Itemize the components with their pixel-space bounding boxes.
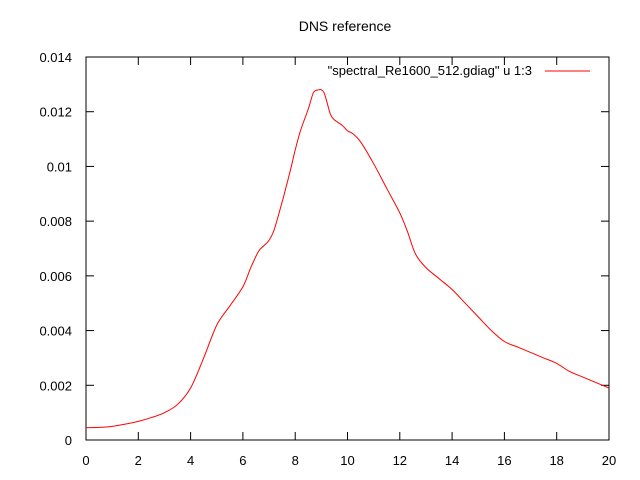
series-line bbox=[85, 88, 610, 429]
x-tick-label: 12 bbox=[393, 453, 407, 468]
plot-frame bbox=[85, 56, 610, 441]
legend: "spectral_Re1600_512.gdiag" u 1:3 bbox=[328, 63, 590, 78]
x-tick-label: 20 bbox=[602, 453, 616, 468]
x-tick-label: 6 bbox=[239, 453, 246, 468]
x-tick-label: 2 bbox=[135, 453, 142, 468]
y-tick-label: 0.014 bbox=[39, 50, 72, 65]
y-tick-label: 0.006 bbox=[39, 269, 72, 284]
y-tick-label: 0.004 bbox=[39, 324, 72, 339]
y-tick-label: 0.008 bbox=[39, 214, 72, 229]
x-tick-label: 16 bbox=[497, 453, 511, 468]
x-tick-label: 8 bbox=[292, 453, 299, 468]
x-tick-label: 10 bbox=[340, 453, 354, 468]
y-tick-label: 0.012 bbox=[39, 105, 72, 120]
chart-title: DNS reference bbox=[299, 18, 392, 34]
x-tick-label: 4 bbox=[187, 453, 194, 468]
y-tick-label: 0 bbox=[65, 433, 72, 448]
x-tick-label: 14 bbox=[445, 453, 459, 468]
x-tick-label: 18 bbox=[549, 453, 563, 468]
y-axis: 0 0.002 0.004 0.006 0.008 0.01 0.012 0.014 bbox=[39, 50, 609, 448]
y-tick-label: 0.01 bbox=[47, 159, 72, 174]
series-layer bbox=[85, 88, 610, 429]
legend-label: "spectral_Re1600_512.gdiag" u 1:3 bbox=[328, 63, 532, 78]
y-tick-label: 0.002 bbox=[39, 378, 72, 393]
x-axis: 0 2 4 6 8 10 12 14 16 18 20 bbox=[82, 57, 616, 468]
x-tick-label: 0 bbox=[82, 453, 89, 468]
